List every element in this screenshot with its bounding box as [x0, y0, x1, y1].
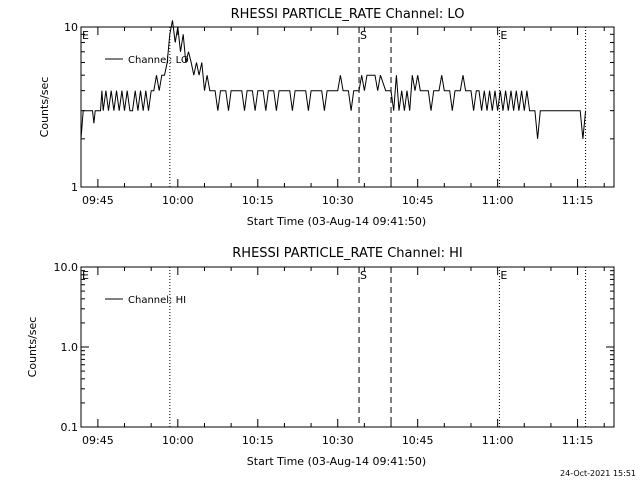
x-tick-label: 11:15 [562, 434, 594, 447]
x-tick-label: 10:30 [322, 194, 354, 207]
event-marker-label: E [500, 269, 507, 282]
legend-label: Channel: LO [128, 55, 189, 66]
event-marker-label: E [500, 29, 507, 42]
chart-title: RHESSI PARTICLE_RATE Channel: LO [231, 7, 465, 22]
chart-panel-2: RHESSI PARTICLE_RATE Channel: HI 0.1 1.0 10… [26, 246, 615, 468]
timestamp: 24-Oct-2021 15:51 [560, 469, 636, 478]
y-axis-label: Counts/sec [38, 77, 51, 138]
event-marker-label: S [360, 29, 367, 42]
chart-panel-1: RHESSI PARTICLE_RATE Channel: LO 1 10 09:45… [38, 7, 615, 228]
x-tick-label: 10:30 [322, 434, 354, 447]
x-tick-label: 10:15 [242, 434, 274, 447]
x-tick-label: 11:15 [562, 194, 594, 207]
y-tick-label: 10 [64, 21, 78, 34]
x-tick-label: 10:45 [402, 434, 434, 447]
x-axis-label: Start Time (03-Aug-14 09:41:50) [247, 455, 426, 468]
event-marker-label: S [360, 269, 367, 282]
x-tick-label: 10:00 [162, 434, 194, 447]
legend-label: Channel: HI [128, 295, 186, 306]
x-tick-label: 10:45 [402, 194, 434, 207]
x-tick-label: 11:00 [482, 194, 514, 207]
plot-frame [80, 266, 615, 428]
event-marker-label: E [82, 29, 89, 42]
x-axis-label: Start Time (03-Aug-14 09:41:50) [247, 215, 426, 228]
chart-title: RHESSI PARTICLE_RATE Channel: HI [232, 246, 462, 261]
x-tick-label: 10:00 [162, 194, 194, 207]
x-tick-label: 09:45 [82, 194, 114, 207]
x-tick-label: 09:45 [82, 434, 114, 447]
series-line [80, 20, 587, 139]
y-axis-label: Counts/sec [26, 317, 39, 378]
x-tick-label: 10:15 [242, 194, 274, 207]
y-tick-label: 0.1 [61, 421, 79, 434]
y-tick-label: 1.0 [61, 341, 79, 354]
x-tick-label: 11:00 [482, 434, 514, 447]
plot-frame [80, 26, 615, 188]
y-tick-label: 10.0 [54, 261, 79, 274]
event-marker-label: E [82, 269, 89, 282]
y-tick-label: 1 [71, 181, 78, 194]
